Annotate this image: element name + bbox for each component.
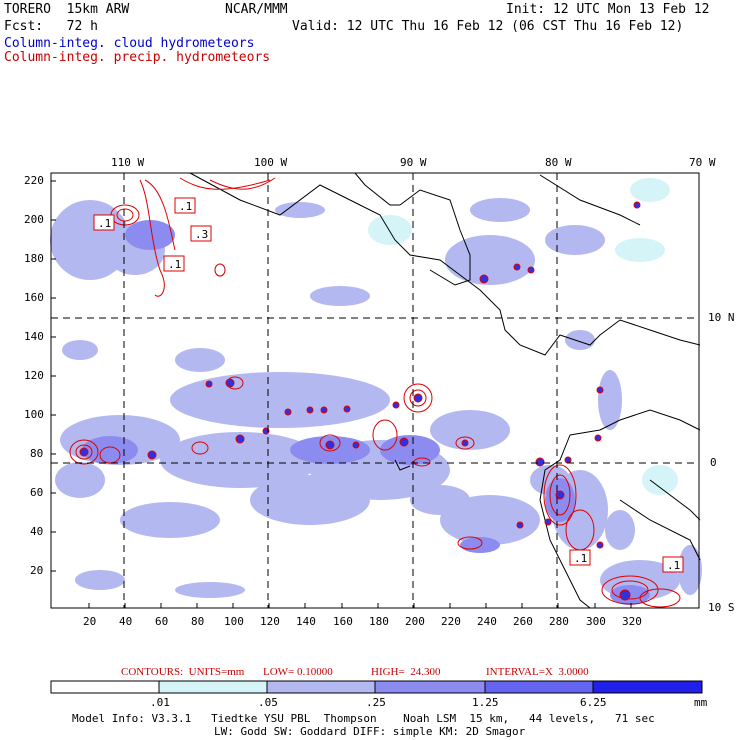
contour-label: .1 xyxy=(574,552,587,565)
x-tick-label: 200 xyxy=(405,615,425,628)
x-tick-label: 20 xyxy=(83,615,97,628)
lat-label: 10 S xyxy=(708,601,735,614)
y-tick-label: 60 xyxy=(30,486,44,499)
x-tick-label: 140 xyxy=(296,615,316,628)
colorbar-bin xyxy=(374,680,486,694)
lon-label: 90 W xyxy=(400,156,427,169)
colorbar-bin xyxy=(266,680,376,694)
legend-precip: Column-integ. precip. hydrometeors xyxy=(4,50,271,65)
x-tick-label: 320 xyxy=(622,615,642,628)
precip-cores xyxy=(79,201,641,601)
colorbar-label: .25 xyxy=(366,696,386,709)
precip-contours xyxy=(69,177,681,608)
y-tick-label: 220 xyxy=(24,174,44,187)
model-title: TORERO 15km ARW xyxy=(4,2,130,17)
y-tick-label: 160 xyxy=(24,291,44,304)
lon-label: 80 W xyxy=(545,156,572,169)
lon-label: 110 W xyxy=(111,156,145,169)
tick-marks xyxy=(51,180,632,608)
colorbar-label: 1.25 xyxy=(472,696,499,709)
x-tick-label: 120 xyxy=(260,615,280,628)
y-tick-label: 200 xyxy=(24,213,44,226)
x-tick-label: 160 xyxy=(333,615,353,628)
y-tick-label: 20 xyxy=(30,564,44,577)
x-tick-label: 40 xyxy=(119,615,133,628)
model-info: Model Info: V3.3.1 Tiedtke YSU PBL Thomp… xyxy=(72,712,655,725)
contour-label: .3 xyxy=(195,228,208,241)
lon-label: 70 W xyxy=(689,156,716,169)
init-time: Init: 12 UTC Mon 13 Feb 12 xyxy=(506,2,710,17)
model-info-2: LW: Godd SW: Goddard DIFF: simple KM: 2D… xyxy=(214,725,526,738)
y-tick-label: 140 xyxy=(24,330,44,343)
lat-label: 10 N xyxy=(708,311,735,324)
contour-label-texts: .1 .1 .3 .1 .1 .1 xyxy=(98,200,680,572)
y-tick-label: 40 xyxy=(30,525,44,538)
x-tick-label: 100 xyxy=(224,615,244,628)
org-label: NCAR/MMM xyxy=(225,2,288,17)
x-tick-label: 240 xyxy=(477,615,497,628)
x-tick-label: 300 xyxy=(586,615,606,628)
x-tick-label: 180 xyxy=(369,615,389,628)
cloud-shading-light xyxy=(368,178,678,495)
x-tick-label: 80 xyxy=(191,615,205,628)
contours-prefix: CONTOURS: UNITS=mm xyxy=(121,666,245,678)
colorbar-label: 6.25 xyxy=(580,696,607,709)
colorbar-bin xyxy=(484,680,594,694)
lon-label: 100 W xyxy=(254,156,288,169)
contours-high: HIGH= 24.300 xyxy=(371,666,441,678)
valid-time: Valid: 12 UTC Thu 16 Feb 12 (06 CST Thu … xyxy=(292,19,684,34)
colorbar-label: .01 xyxy=(150,696,170,709)
x-tick-label: 220 xyxy=(441,615,461,628)
colorbar-bin xyxy=(592,680,703,694)
colorbar-bin xyxy=(50,680,160,694)
colorbar-label: .05 xyxy=(258,696,278,709)
y-tick-label: 120 xyxy=(24,369,44,382)
contours-interval: INTERVAL=X 3.0000 xyxy=(486,666,589,678)
contour-label: .1 xyxy=(98,217,111,230)
latlon-grid xyxy=(51,173,699,608)
colorbar-bin xyxy=(158,680,268,694)
lat-label: 0 xyxy=(710,456,717,469)
colorbar-unit: mm xyxy=(694,696,708,709)
legend-cloud: Column-integ. cloud hydrometeors xyxy=(4,36,255,51)
cloud-shading xyxy=(50,198,702,600)
forecast-hour: Fcst: 72 h xyxy=(4,19,98,34)
contour-label: .1 xyxy=(179,200,192,213)
x-tick-label: 260 xyxy=(513,615,533,628)
x-tick-label: 60 xyxy=(155,615,169,628)
y-tick-label: 80 xyxy=(30,447,44,460)
y-tick-label: 100 xyxy=(24,408,44,421)
contour-label: .1 xyxy=(667,559,680,572)
x-tick-label: 280 xyxy=(549,615,569,628)
colorbar xyxy=(50,680,703,694)
contour-label-boxes xyxy=(93,197,684,573)
map-frame xyxy=(50,172,700,609)
y-tick-label: 180 xyxy=(24,252,44,265)
contours-low: LOW= 0.10000 xyxy=(263,666,333,678)
contour-label: .1 xyxy=(168,258,181,271)
